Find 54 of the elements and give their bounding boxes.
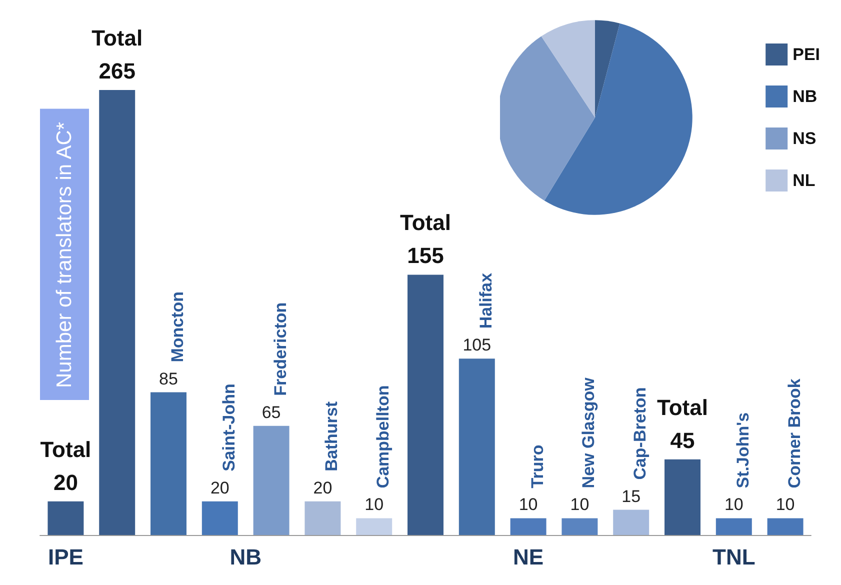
text: TNL xyxy=(712,544,756,570)
data-label: 15 xyxy=(622,486,641,506)
y-axis-title: Number of translators in AC* xyxy=(53,122,76,388)
text: Total xyxy=(400,210,451,236)
data-label: 10 xyxy=(570,495,590,514)
data-label: 20 xyxy=(210,478,230,498)
series-label: Total xyxy=(40,436,92,462)
data-label: 65 xyxy=(262,402,281,422)
x-tick-label: St.John's xyxy=(733,412,752,488)
bar xyxy=(99,90,136,535)
text: NB xyxy=(230,544,262,570)
x-tick-label: New Glasgow xyxy=(579,376,598,488)
data-label: 45 xyxy=(670,428,695,453)
legend-label: NB xyxy=(792,87,818,106)
data-label: 10 xyxy=(518,495,538,514)
bar xyxy=(408,274,444,535)
bar xyxy=(304,501,341,535)
x-tick-label: Truro xyxy=(528,444,547,488)
data-label: 20 xyxy=(53,470,78,495)
x-tick-label: Halifax xyxy=(476,272,496,329)
bar xyxy=(150,392,186,535)
bar xyxy=(767,518,804,535)
x-tick-label: Moncton xyxy=(168,291,187,362)
text: IPE xyxy=(48,544,84,570)
bar xyxy=(562,518,598,535)
text: Total xyxy=(92,26,143,50)
x-tick-label: Fredericton xyxy=(270,302,290,396)
data-label: 20 xyxy=(313,478,332,498)
data-label: 10 xyxy=(364,495,384,514)
x-tick-label: Campbellton xyxy=(374,385,393,488)
x-tick-label: Bathurst xyxy=(322,401,342,472)
x-tick-label: Saint-John xyxy=(219,384,238,472)
bar xyxy=(613,510,650,535)
bar xyxy=(253,426,290,535)
bar xyxy=(202,501,238,535)
data-label: 265 xyxy=(98,58,136,84)
data-label: 85 xyxy=(159,369,178,388)
bar xyxy=(664,459,700,535)
legend-label: NS xyxy=(792,129,816,148)
bar xyxy=(48,501,84,535)
data-label: 10 xyxy=(724,495,744,514)
text: Total xyxy=(657,394,708,420)
legend-label: PEI xyxy=(792,45,820,64)
x-tick-label: Corner Brook xyxy=(784,378,804,488)
text: NE xyxy=(513,544,544,570)
bar xyxy=(356,518,392,535)
bar xyxy=(510,518,546,535)
legend-label: NL xyxy=(792,171,816,190)
bar xyxy=(458,358,495,535)
data-label: 10 xyxy=(776,495,795,514)
data-label: 155 xyxy=(407,243,444,268)
x-tick-label: Cap-Breton xyxy=(630,387,650,480)
bar xyxy=(716,518,752,535)
data-label: 105 xyxy=(462,336,492,355)
